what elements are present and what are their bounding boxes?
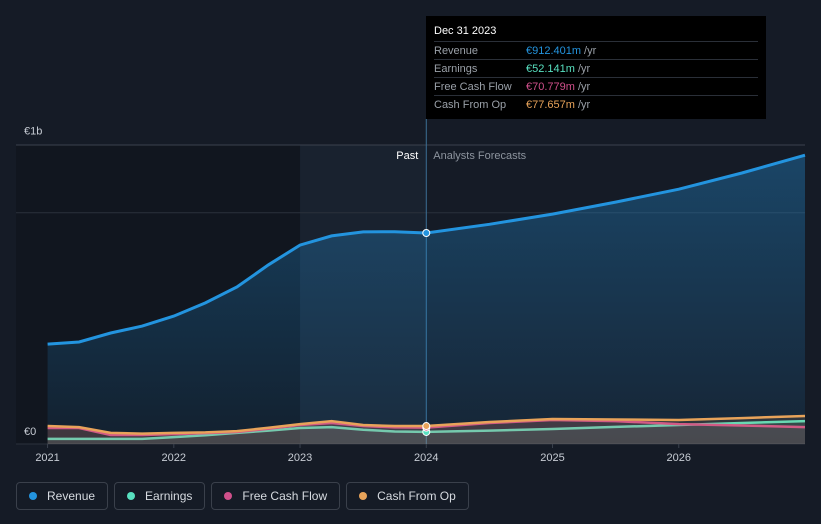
tooltip-series: Earnings	[434, 62, 478, 75]
tooltip-row: Revenue €912.401m/yr	[434, 41, 758, 59]
legend-item[interactable]: Earnings	[114, 482, 206, 510]
tooltip-value: €77.657m	[526, 98, 575, 111]
legend-swatch	[224, 492, 233, 500]
x-tick-label: 2026	[667, 452, 691, 464]
legend-item[interactable]: Cash From Op	[346, 482, 469, 510]
tooltip-value: €70.779m	[526, 80, 575, 93]
x-tick-label: 2022	[162, 452, 186, 464]
x-tick-label: 2025	[540, 452, 564, 464]
x-tick-label: 2021	[35, 452, 59, 464]
legend-label: Revenue	[47, 489, 96, 503]
x-tick-label: 2023	[288, 452, 312, 464]
tooltip-row: Cash From Op €77.657m/yr	[434, 95, 758, 113]
forecast-label: Analysts Forecasts	[433, 150, 526, 162]
tooltip-series: Cash From Op	[434, 98, 507, 111]
tooltip: Dec 31 2023 Revenue €912.401m/yr Earnings €…	[426, 16, 766, 119]
x-tick-label: 2024	[414, 452, 438, 464]
line	[47, 153, 806, 346]
legend-swatch	[127, 492, 136, 500]
legend-label: Earnings	[145, 489, 193, 503]
line	[47, 418, 806, 437]
tooltip-unit: /yr	[577, 80, 591, 93]
past-label: Past	[396, 150, 418, 162]
tooltip-row: Free Cash Flow €70.779m/yr	[434, 77, 758, 95]
tooltip-series: Revenue	[434, 44, 479, 57]
tooltip-value: €912.401m	[526, 44, 582, 57]
tooltip-row: Earnings €52.141m/yr	[434, 59, 758, 77]
legend-label: Free Cash Flow	[242, 489, 328, 503]
line	[47, 414, 806, 435]
tooltip-value: €52.141m	[526, 62, 575, 75]
line	[47, 419, 806, 441]
legend-item[interactable]: Revenue	[16, 482, 109, 510]
tooltip-series: Free Cash Flow	[434, 80, 512, 93]
y-tick-label: €0	[24, 426, 36, 438]
chart: €0 €1b 2021 2022 2023 2024 2025 2026 Past Analyst…	[16, 119, 806, 464]
legend: Revenue Earnings Free Cash Flow Cash From O…	[16, 482, 469, 510]
tooltip-unit: /yr	[584, 44, 597, 57]
legend-swatch	[29, 492, 37, 500]
tooltip-unit: /yr	[577, 62, 591, 75]
hover-marker	[422, 229, 431, 238]
tooltip-date: Dec 31 2023	[434, 25, 497, 37]
area	[47, 155, 806, 444]
y-tick-label: €1b	[24, 126, 42, 138]
legend-label: Cash From Op	[377, 489, 456, 503]
legend-swatch	[359, 492, 368, 500]
hover-marker	[422, 422, 431, 431]
tooltip-unit: /yr	[577, 98, 591, 111]
legend-item[interactable]: Free Cash Flow	[211, 482, 341, 510]
